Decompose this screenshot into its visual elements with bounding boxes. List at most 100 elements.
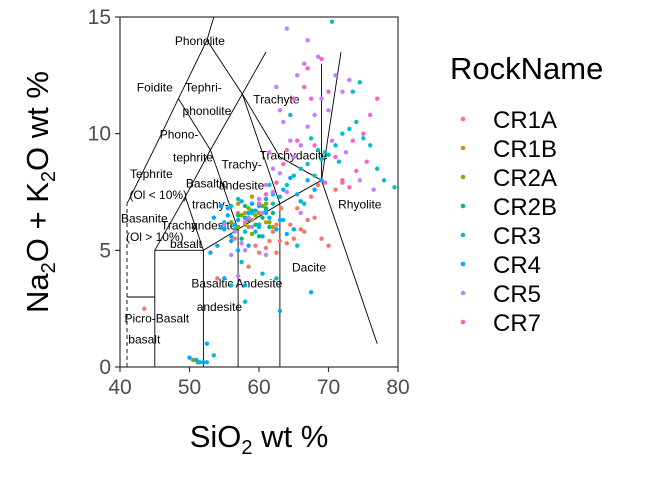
legend-label-cr2b: CR2B — [493, 194, 557, 221]
data-point-cr1a — [277, 238, 283, 244]
legend-key-cr2a — [460, 174, 466, 180]
data-point-cr3 — [305, 161, 310, 167]
data-point-cr7 — [375, 96, 380, 101]
x-tick-label: 80 — [386, 376, 409, 399]
field-boundary-line — [241, 93, 281, 204]
data-point-cr7 — [295, 138, 300, 143]
data-point-cr7 — [312, 143, 317, 148]
data-point-cr1a — [253, 243, 258, 248]
data-point-cr4 — [284, 231, 289, 237]
data-point-cr1a — [279, 206, 284, 211]
data-point-cr4 — [225, 213, 230, 218]
data-point-cr5 — [267, 150, 272, 155]
data-point-cr4 — [277, 308, 283, 314]
data-point-cr3 — [312, 173, 317, 178]
data-point-cr2b — [239, 236, 244, 241]
data-point-cr1b — [263, 220, 269, 225]
data-point-cr5 — [277, 108, 283, 113]
data-point-cr1a — [274, 222, 279, 227]
field-label: basalt — [128, 333, 161, 347]
data-point-cr4 — [319, 178, 324, 183]
data-point-cr5 — [329, 138, 335, 143]
data-point-cr4 — [256, 224, 262, 230]
data-point-cr4 — [291, 227, 296, 232]
data-point-cr1b — [256, 210, 262, 216]
legend-key-cr1b — [460, 145, 466, 151]
field-label: Basaltic — [186, 176, 228, 190]
data-point-cr4 — [274, 227, 279, 232]
data-point-cr1a — [263, 245, 269, 251]
data-point-cr4 — [235, 217, 241, 223]
legend-label-cr4: CR4 — [493, 252, 541, 279]
data-point-cr3 — [229, 283, 234, 288]
legend-label-cr1b: CR1B — [493, 136, 557, 163]
x-tick-label: 40 — [108, 376, 131, 399]
data-point-cr3 — [329, 19, 335, 24]
data-point-cr3 — [322, 150, 328, 155]
data-point-cr7 — [302, 84, 307, 90]
data-point-cr3 — [242, 229, 248, 234]
data-point-cr2b — [242, 203, 248, 209]
data-point-cr7 — [347, 185, 352, 190]
data-point-cr5 — [263, 182, 269, 188]
data-point-cr3 — [260, 271, 265, 276]
data-point-cr4 — [211, 215, 216, 220]
data-point-cr3 — [249, 210, 255, 216]
data-point-cr4 — [187, 355, 192, 360]
legend-title: RockName — [450, 51, 603, 86]
data-point-cr4 — [239, 199, 244, 204]
data-point-cr4 — [218, 203, 223, 209]
data-point-cr3 — [340, 131, 345, 136]
data-point-cr1a — [270, 229, 276, 234]
field-label: Rhyolite — [338, 197, 382, 211]
data-point-cr4 — [242, 283, 248, 288]
data-point-cr2a — [239, 213, 244, 218]
data-point-cr4 — [277, 217, 283, 223]
data-point-cr7 — [281, 161, 286, 167]
data-point-cr5 — [298, 210, 303, 216]
data-point-cr1a — [319, 236, 324, 241]
field-label: phonolite — [183, 104, 232, 118]
data-point-cr1b — [246, 224, 251, 230]
data-point-cr3 — [392, 185, 397, 190]
data-point-cr2a — [246, 206, 251, 211]
data-point-cr4 — [215, 243, 220, 248]
data-point-cr5 — [222, 222, 227, 227]
data-point-cr2a — [235, 224, 241, 230]
data-point-cr1a — [326, 243, 331, 248]
data-point-cr5 — [357, 178, 362, 183]
data-point-cr2b — [253, 222, 258, 227]
data-point-cr4 — [222, 227, 227, 232]
data-point-cr4 — [305, 178, 310, 183]
data-point-cr2a — [190, 357, 196, 363]
data-point-cr4 — [208, 250, 213, 255]
data-point-cr1a — [284, 241, 289, 246]
field-label: Tephrite — [130, 167, 173, 181]
data-point-cr3 — [211, 353, 216, 358]
data-point-cr3 — [270, 201, 276, 206]
data-point-cr5 — [326, 108, 331, 113]
data-point-cr7 — [242, 220, 248, 225]
field-label: basalt — [170, 237, 203, 251]
field-label: trachy- — [192, 197, 229, 211]
data-point-cr1b — [270, 224, 276, 230]
field-label: andesite — [191, 218, 237, 232]
data-point-cr5 — [239, 241, 244, 246]
data-point-cr2b — [270, 210, 276, 216]
data-point-cr2b — [235, 213, 241, 218]
data-point-cr5 — [270, 166, 276, 171]
field-label: andesite — [197, 300, 243, 314]
data-point-cr1a — [232, 236, 237, 241]
data-point-cr3 — [235, 196, 241, 202]
data-point-cr7 — [322, 180, 328, 185]
data-point-cr1a — [298, 227, 303, 232]
data-point-cr4 — [312, 187, 317, 192]
data-point-cr4 — [267, 215, 272, 220]
data-point-cr1a — [305, 217, 310, 223]
data-point-cr5 — [298, 143, 303, 148]
data-point-cr3 — [308, 136, 314, 141]
data-point-cr1a — [142, 306, 147, 311]
data-point-cr7 — [291, 96, 296, 101]
